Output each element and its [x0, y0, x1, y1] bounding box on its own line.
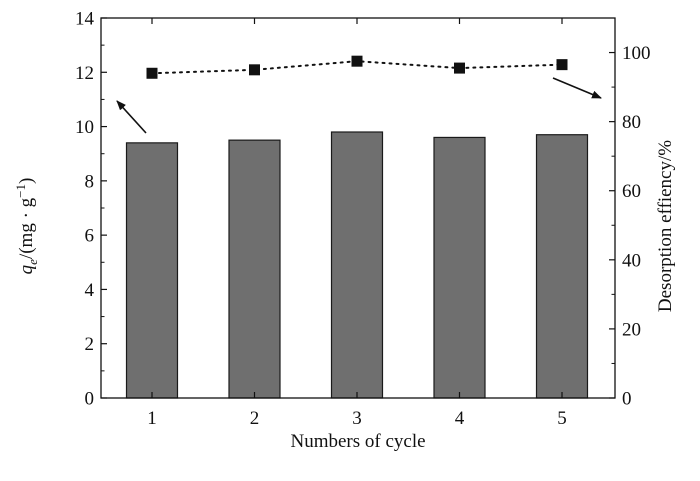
left-axis-title: qe/(mg · g−1) — [13, 178, 40, 275]
bar-cycle-3 — [330, 131, 384, 399]
desorption-point-2 — [249, 64, 260, 76]
desorption-point-3 — [351, 55, 363, 67]
x-tick-label: 4 — [455, 408, 465, 429]
right-tick-label: 100 — [622, 43, 651, 64]
bars-layer — [125, 131, 589, 399]
desorption-point-1 — [146, 67, 158, 79]
bar-cycle-5 — [535, 134, 589, 399]
x-tick-label: 3 — [352, 408, 362, 429]
ticks-layer — [101, 17, 615, 399]
left-tick-label: 2 — [85, 334, 95, 355]
desorption-point-4 — [454, 62, 465, 74]
right-tick-label: 80 — [622, 112, 641, 133]
right-tick-label: 20 — [622, 319, 641, 340]
right-tick-label: 40 — [622, 250, 641, 271]
desorption-point-5 — [556, 59, 568, 71]
right-tick-label: 60 — [622, 181, 641, 202]
left-tick-label: 8 — [85, 171, 95, 192]
left-tick-label: 6 — [85, 226, 95, 247]
left-tick-label: 10 — [75, 117, 94, 138]
left-tick-label: 12 — [75, 63, 94, 84]
bar-cycle-4 — [433, 136, 486, 399]
right-tick-label: 0 — [622, 389, 632, 410]
left-axis-title-var: q — [16, 264, 37, 274]
left-axis-title-close: ) — [16, 178, 37, 184]
left-tick-label: 4 — [85, 280, 95, 301]
left-axis-title-sup: −1 — [13, 184, 28, 198]
right-axis-title: Desorption effiency/% — [655, 140, 676, 312]
left-tick-label: 14 — [75, 9, 95, 30]
bar-cycle-1 — [125, 142, 179, 399]
left-axis-arrow — [116, 100, 147, 134]
left-axis-title-unit: /(mg · g — [16, 197, 37, 259]
bar-cycle-2 — [228, 139, 281, 399]
x-tick-label: 5 — [557, 408, 567, 429]
x-axis-title: Numbers of cycle — [290, 431, 425, 452]
x-tick-label: 1 — [147, 408, 157, 429]
left-tick-label: 0 — [85, 389, 95, 410]
right-axis-arrow — [552, 77, 602, 99]
x-tick-label: 2 — [250, 408, 260, 429]
left-axis-title-sub: e — [25, 259, 40, 265]
line-layer — [146, 55, 568, 79]
